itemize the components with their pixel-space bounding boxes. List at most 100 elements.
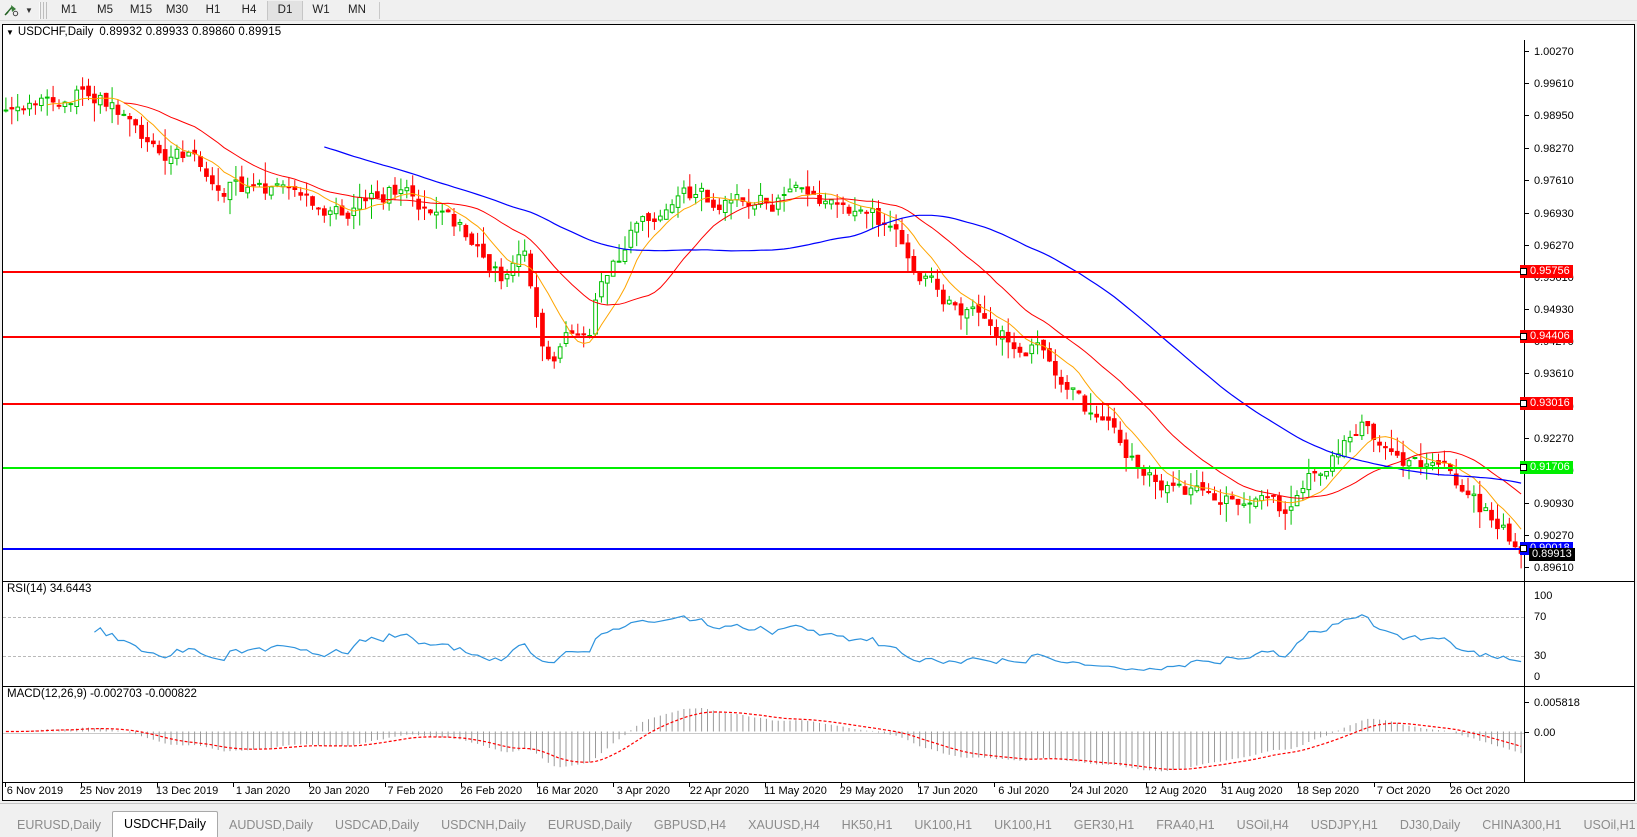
chart-tab-dj30-daily[interactable]: DJ30,Daily (1399, 818, 1461, 832)
level-line-resistance-1[interactable] (3, 268, 1527, 276)
time-tick (917, 783, 919, 787)
time-tick (1069, 783, 1071, 787)
timeframe-m30-button[interactable]: M30 (165, 3, 189, 16)
chart-tab-bar: EURUSD,Daily USDCHF,Daily AUDUSD,Daily USDC… (0, 803, 1637, 837)
time-label-6: 26 Feb 2020 (460, 785, 523, 797)
time-label-3: 1 Jan 2020 (235, 785, 291, 797)
time-tick (157, 783, 159, 787)
macd-label: MACD(12,26,9) -0.002703 -0.000822 (7, 688, 197, 700)
chart-tab-usdchf-daily[interactable]: USDCHF,Daily (112, 811, 218, 837)
price-tick-0.94930: 0.94930 (1525, 304, 1574, 316)
time-tick (1145, 783, 1147, 787)
time-tick (1221, 783, 1223, 787)
time-tick (1297, 783, 1299, 787)
price-tick-0.96270: 0.96270 (1525, 240, 1574, 252)
chart-tab-gbpusd-h4[interactable]: GBPUSD,H4 (653, 818, 727, 832)
time-tick (309, 783, 311, 787)
time-label-14: 24 Jul 2020 (1071, 785, 1129, 797)
timeframe-h1-button[interactable]: H1 (205, 3, 221, 16)
chart-tab-fra40-h1[interactable]: FRA40,H1 (1156, 818, 1215, 832)
time-label-16: 31 Aug 2020 (1220, 785, 1283, 797)
time-tick (993, 783, 995, 787)
chart-tab-eurusd-daily[interactable]: EURUSD,Daily (547, 818, 632, 832)
timeframe-d1-button[interactable]: D1 (267, 0, 303, 20)
time-label-5: 7 Feb 2020 (387, 785, 444, 797)
toolbar-separator (379, 1, 380, 19)
price-tag-resistance-1[interactable]: 0.95756 (1520, 264, 1573, 278)
time-label-9: 22 Apr 2020 (689, 785, 750, 797)
chart-tab-china300-h1[interactable]: CHINA300,H1 (1482, 818, 1562, 832)
chart-tab-uk100-h1[interactable]: UK100,H1 (994, 818, 1052, 832)
time-label-2: 13 Dec 2019 (155, 785, 219, 797)
macd-pane[interactable]: MACD(12,26,9) -0.002703 -0.000822 0.0058… (3, 687, 1634, 797)
bid-price-tag: 0.89913 (1529, 548, 1575, 562)
price-candles-plot (3, 77, 1524, 569)
crosshair-icon[interactable] (0, 1, 22, 20)
rsi-scale: 100 70 30 0 (1524, 582, 1634, 686)
main-toolbar: ▼ M1 M5 M15 M30 H1 H4 D1 W1 MN (0, 0, 1637, 21)
time-tick (385, 783, 387, 787)
price-tag-resistance-3[interactable]: 0.93016 (1520, 397, 1573, 411)
chart-area[interactable]: ▼ USDCHF,Daily 0.89932 0.89933 0.89860 0… (2, 24, 1635, 801)
price-tag-support-1[interactable]: 0.91706 (1520, 460, 1573, 474)
triangle-down-icon[interactable]: ▼ (6, 27, 14, 37)
time-label-13: 6 Jul 2020 (998, 785, 1049, 797)
time-tick (765, 783, 767, 787)
rsi-pane[interactable]: RSI(14) 34.6443 100 70 30 0 (3, 582, 1634, 686)
time-tick (613, 783, 615, 787)
chart-tab-usdcad-daily[interactable]: USDCAD,Daily (335, 818, 420, 832)
time-tick (1449, 783, 1451, 787)
time-tick (1373, 783, 1375, 787)
price-tick-1.00270: 1.00270 (1525, 46, 1574, 58)
timeframe-m1-button[interactable]: M1 (61, 3, 77, 16)
time-label-19: 26 Oct 2020 (1449, 785, 1510, 797)
price-tick-0.98270: 0.98270 (1525, 143, 1574, 155)
time-label-8: 3 Apr 2020 (616, 785, 670, 797)
time-tick (537, 783, 539, 787)
level-line-resistance-2[interactable] (3, 333, 1527, 341)
chart-tab-audusd-daily[interactable]: AUDUSD,Daily (229, 818, 314, 832)
macd-tick-0.005818: 0.005818 (1525, 697, 1580, 709)
price-tag-knob (1520, 267, 1527, 275)
time-tick (461, 783, 463, 787)
timeframe-m5-button[interactable]: M5 (97, 3, 113, 16)
timeframe-w1-button[interactable]: W1 (312, 3, 330, 16)
chart-tab-usoil-h1[interactable]: USOil,H1 (1583, 818, 1636, 832)
price-tick-0.92270: 0.92270 (1525, 433, 1574, 445)
time-label-15: 12 Aug 2020 (1144, 785, 1207, 797)
level-line-support-1[interactable] (3, 464, 1527, 472)
level-line-bid-line[interactable] (3, 546, 1527, 554)
price-tag-knob (1520, 463, 1527, 471)
chart-tab-usoil-h4[interactable]: USOil,H4 (1236, 818, 1289, 832)
time-axis[interactable]: 6 Nov 2019 25 Nov 2019 13 Dec 2019 1 Jan 20… (3, 782, 1634, 800)
rsi-tick-30: 30 (1534, 650, 1547, 662)
time-label-1: 25 Nov 2019 (79, 785, 143, 797)
timeframe-h4-button[interactable]: H4 (241, 3, 257, 16)
price-pane[interactable]: 1.00270 0.99610 0.98950 0.98270 0.97610 0.969… (3, 40, 1634, 581)
chart-tab-hk50-h1[interactable]: HK50,H1 (841, 818, 893, 832)
rsi-tick-70: 70 (1534, 611, 1547, 623)
chart-tab-xauusd-h4[interactable]: XAUUSD,H4 (748, 818, 820, 832)
macd-zero-line (3, 733, 1524, 734)
chart-tab-eurusd-daily[interactable]: EURUSD,Daily (17, 818, 102, 832)
chart-tab-uk100-h1[interactable]: UK100,H1 (914, 818, 973, 832)
time-tick (4, 783, 6, 787)
chart-tab-ger30-h1[interactable]: GER30,H1 (1073, 818, 1135, 832)
timeframe-mn-button[interactable]: MN (348, 3, 366, 16)
price-tick-0.90270: 0.90270 (1525, 530, 1574, 542)
time-label-0: 6 Nov 2019 (6, 785, 64, 797)
time-label-17: 18 Sep 2020 (1296, 785, 1359, 797)
price-tag-resistance-2[interactable]: 0.94406 (1520, 329, 1573, 343)
timeframe-m15-button[interactable]: M15 (129, 3, 153, 16)
level-line-resistance-3[interactable] (3, 401, 1527, 409)
toolbar-dropdown-icon[interactable]: ▼ (25, 5, 33, 15)
price-tick-0.90930: 0.90930 (1525, 498, 1574, 510)
chart-tab-usdjpy-h1[interactable]: USDJPY,H1 (1310, 818, 1378, 832)
toolbar-grip[interactable] (39, 1, 48, 19)
chart-symbol-label: USDCHF,Daily (17, 26, 94, 38)
chart-tab-usdcnh-daily[interactable]: USDCNH,Daily (441, 818, 526, 832)
rsi-tick-100: 100 (1534, 590, 1553, 602)
price-scale[interactable]: 1.00270 0.99610 0.98950 0.98270 0.97610 0.969… (1520, 40, 1634, 581)
pane-divider-1 (3, 581, 1634, 582)
